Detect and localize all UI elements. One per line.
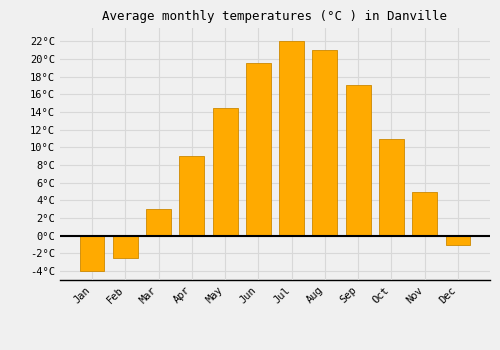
Bar bbox=[146, 209, 171, 236]
Bar bbox=[113, 236, 138, 258]
Bar bbox=[279, 41, 304, 236]
Bar bbox=[412, 191, 437, 236]
Bar bbox=[80, 236, 104, 271]
Bar bbox=[246, 63, 271, 236]
Bar bbox=[446, 236, 470, 245]
Bar bbox=[180, 156, 204, 236]
Bar bbox=[312, 50, 338, 236]
Bar bbox=[212, 107, 238, 236]
Bar bbox=[346, 85, 370, 236]
Title: Average monthly temperatures (°C ) in Danville: Average monthly temperatures (°C ) in Da… bbox=[102, 10, 448, 23]
Bar bbox=[379, 139, 404, 236]
